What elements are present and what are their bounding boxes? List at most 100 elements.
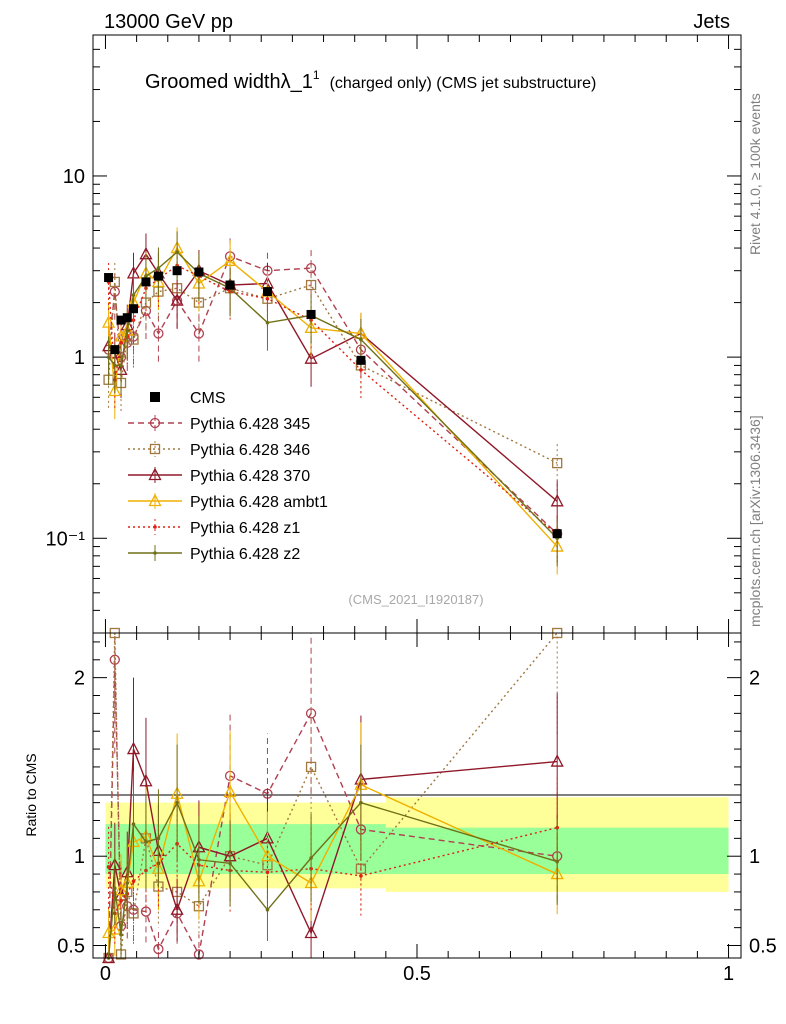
xtick-label-2: 1 xyxy=(723,963,734,985)
main-ytick-label-0: 10⁻¹ xyxy=(46,528,86,550)
ratio-point-5-1 xyxy=(113,886,117,891)
legend-marker-3 xyxy=(148,493,162,507)
main-point-0-6 xyxy=(153,328,164,339)
main-point-4-10 xyxy=(265,296,270,301)
main-point-5-12 xyxy=(359,337,363,342)
ratio-ytick-label-2: 2 xyxy=(74,668,85,690)
main-point-3-9 xyxy=(223,253,237,266)
ratio-point-5-8 xyxy=(197,857,201,862)
ratio-point-3-10 xyxy=(260,848,275,862)
main-point-4-12 xyxy=(359,368,363,372)
ratio-point-5-4 xyxy=(131,822,136,826)
ratio-point-2-13 xyxy=(550,754,564,767)
ratio-point-5-3 xyxy=(125,881,130,885)
main-point-1-11 xyxy=(305,279,317,291)
ratio-point-5-10 xyxy=(265,907,270,912)
ratio-point-4-12 xyxy=(359,874,363,878)
mcplots-label: mcplots.cern.ch [arXiv:1306.3436] xyxy=(747,415,763,627)
cms-point-7 xyxy=(172,266,182,276)
main-series-1 xyxy=(103,261,563,492)
legend-label-2: Pythia 6.428 370 xyxy=(190,468,310,485)
legend-marker-4 xyxy=(153,525,157,529)
ratio-series-line-0 xyxy=(107,659,558,959)
legend-label-0: Pythia 6.428 345 xyxy=(190,416,310,433)
main-series-3 xyxy=(102,227,564,575)
ratio-point-2-4 xyxy=(126,741,141,755)
main-point-4-2 xyxy=(119,340,123,345)
ratio-point-5-6 xyxy=(156,836,161,841)
jets-label: Jets xyxy=(693,11,730,33)
svg-text:Groomed widthλ_11(charged only: Groomed widthλ_11 (charged only) (CMS jet… xyxy=(145,68,596,93)
ratio-point-4-2 xyxy=(119,899,123,903)
ratio-point-1-11 xyxy=(305,761,317,773)
ratio-point-5-9 xyxy=(228,861,232,866)
main-point-1-13 xyxy=(552,457,563,469)
rivet-label: Rivet 4.1.0, ≥ 100k events xyxy=(747,93,763,255)
cms-point-2 xyxy=(116,315,126,325)
ratio-ytick-label-right-0: 0.5 xyxy=(749,936,777,958)
x-axis: 0 0.5 1 xyxy=(100,35,734,985)
legend-marker-cms xyxy=(150,392,160,402)
ratio-point-4-4 xyxy=(131,879,136,884)
main-point-5-5 xyxy=(144,274,148,278)
cms-point-11 xyxy=(306,309,316,319)
cms-point-9 xyxy=(225,280,235,290)
legend-label-cms: CMS xyxy=(190,390,226,407)
cms-point-3 xyxy=(122,313,132,323)
ratio-point-5-11 xyxy=(309,856,313,860)
legend-label-4: Pythia 6.428 z1 xyxy=(190,520,300,537)
main-point-5-10 xyxy=(265,320,270,325)
ratio-point-0-8 xyxy=(193,949,205,960)
legend-marker-2 xyxy=(148,467,162,481)
main-point-5-1 xyxy=(113,363,117,368)
cms-point-5 xyxy=(141,277,151,287)
main-series-line-2 xyxy=(108,252,558,502)
xtick-label-0: 0 xyxy=(100,963,111,985)
ratio-series-5 xyxy=(106,744,559,960)
legend-label-3: Pythia 6.428 ambt1 xyxy=(190,494,328,511)
ratio-point-0-5 xyxy=(140,906,152,917)
legend-label-1: Pythia 6.428 346 xyxy=(190,442,310,459)
ratio-point-5-5 xyxy=(144,840,148,844)
main-point-5-2 xyxy=(119,363,123,368)
cms-point-6 xyxy=(153,271,163,281)
legend-marker-5 xyxy=(153,551,157,555)
ratio-point-4-0 xyxy=(106,865,111,869)
cms-point-8 xyxy=(194,267,204,277)
ratio-point-2-7 xyxy=(170,902,184,915)
legend-marker-0 xyxy=(149,417,161,429)
ratio-ylabel: Ratio to CMS xyxy=(23,753,39,836)
title-sup: 1 xyxy=(313,68,320,82)
main-ytick-label-1: 1 xyxy=(74,347,85,369)
ratio-point-3-1 xyxy=(108,922,122,935)
ratio-ytick-label-right-1: 1 xyxy=(749,846,760,868)
cms-point-10 xyxy=(262,287,272,297)
title-sub: (charged only) (CMS jet substructure) xyxy=(330,75,597,92)
ratio-point-3-2 xyxy=(114,882,128,896)
ratio-point-0-6 xyxy=(153,943,164,955)
ratio-plot: 0.5 0.5 1 1 2 2 xyxy=(57,627,777,964)
ratio-ytick-label-0: 0.5 xyxy=(57,936,85,958)
analysis-id: (CMS_2021_I1920187) xyxy=(348,592,483,607)
energy-label: 13000 GeV pp xyxy=(104,11,233,33)
title-main: Groomed width xyxy=(145,71,281,93)
main-series-line-0 xyxy=(107,255,558,535)
ratio-point-5-12 xyxy=(359,800,363,805)
ratio-point-2-11 xyxy=(304,925,318,939)
ratio-ytick-label-right-2: 2 xyxy=(749,668,760,690)
main-point-5-6 xyxy=(156,266,161,270)
cms-point-4 xyxy=(129,304,138,314)
ratio-ytick-label-1: 1 xyxy=(74,846,85,868)
cms-point-13 xyxy=(552,529,562,539)
xtick-label-1: 0.5 xyxy=(403,963,431,985)
cms-point-12 xyxy=(356,355,366,365)
legend-label-5: Pythia 6.428 z2 xyxy=(190,546,300,563)
main-series-2 xyxy=(102,233,564,530)
ratio-point-5-2 xyxy=(119,932,123,937)
main-point-5-0 xyxy=(106,355,111,359)
main-point-5-7 xyxy=(175,250,179,254)
cms-point-1 xyxy=(110,345,120,355)
main-frame xyxy=(92,34,742,634)
title-symbol: λ_1 xyxy=(281,71,313,93)
